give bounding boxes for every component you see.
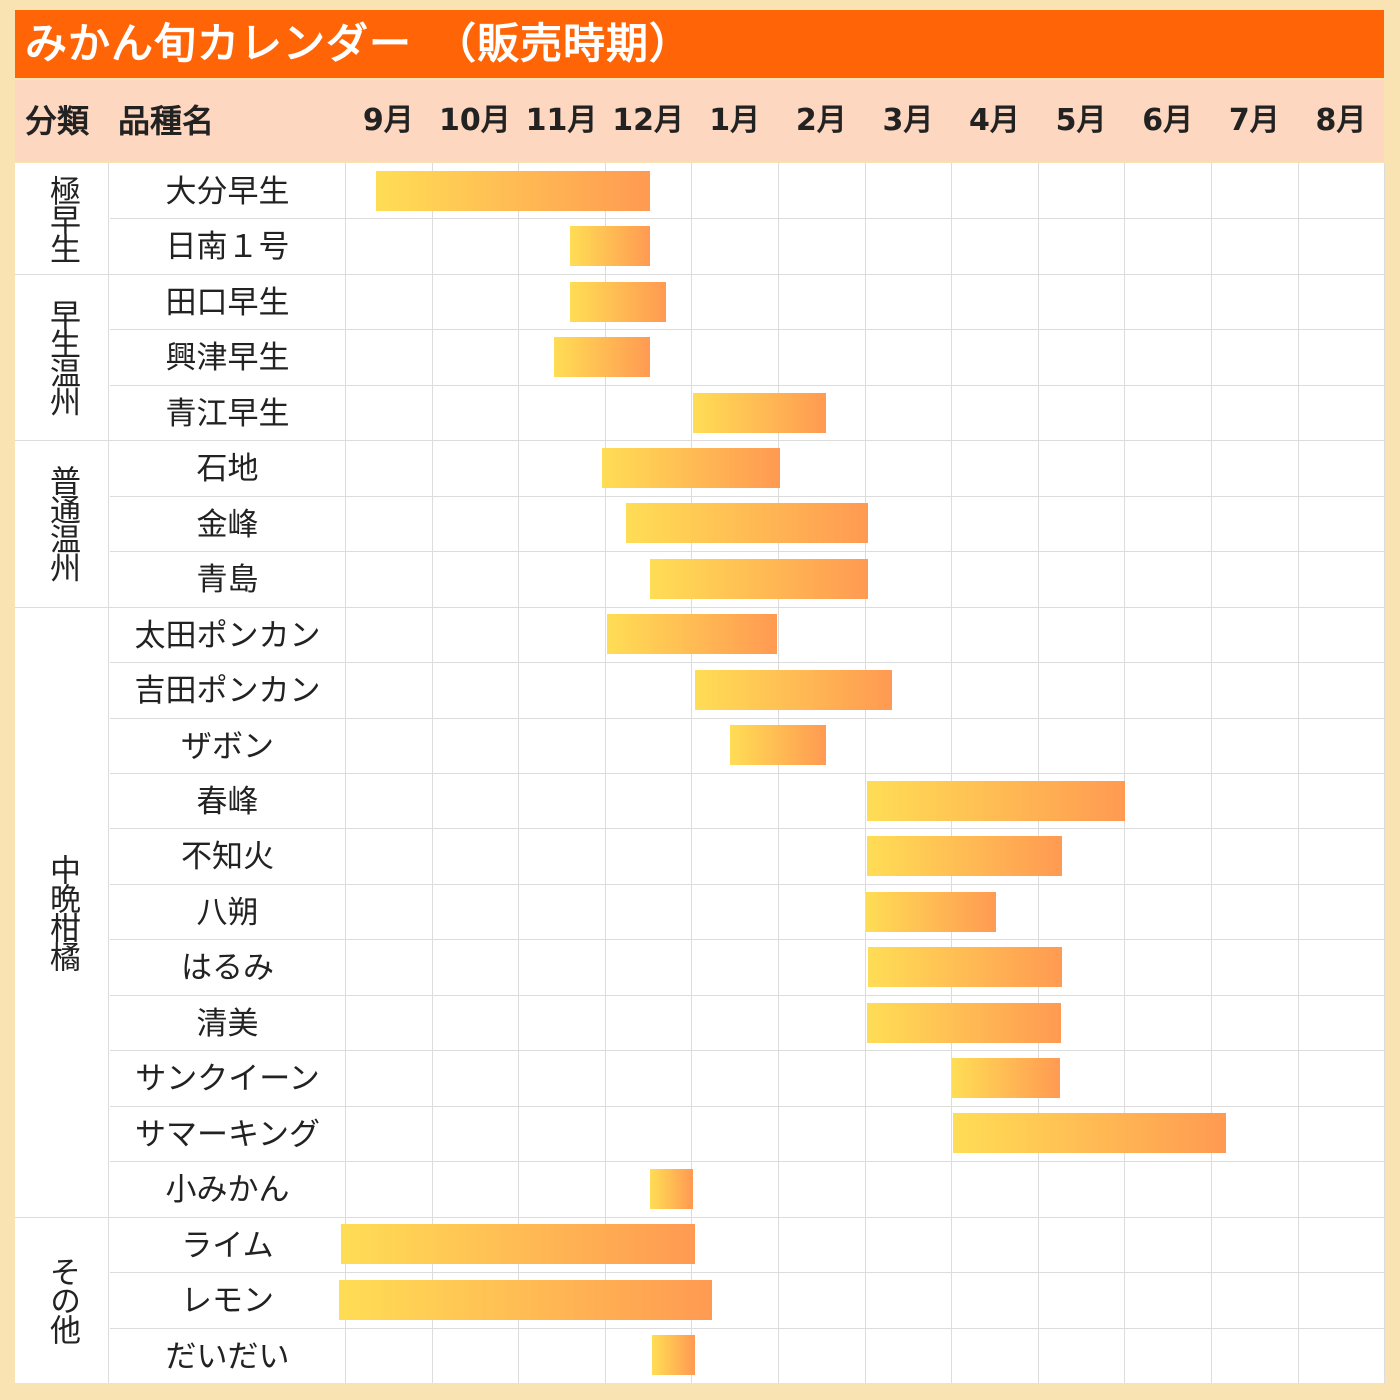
- category-label: 極早生: [15, 163, 108, 274]
- row-divider: [15, 606, 1384, 608]
- row-divider: [110, 1050, 1384, 1052]
- row-divider: [110, 495, 1384, 497]
- month-label: 7月: [1228, 103, 1280, 138]
- season-bar: [730, 725, 826, 766]
- variety-name: 興津早生: [165, 340, 290, 377]
- variety-name: 大分早生: [165, 174, 290, 210]
- row-divider: [110, 1105, 1384, 1107]
- row-divider: [110, 828, 1384, 830]
- variety-name: ザボン: [181, 728, 274, 765]
- grid-line: [108, 163, 109, 1383]
- category-text: 極早生: [44, 174, 80, 262]
- row-divider: [110, 1327, 1384, 1329]
- variety-name: レモン: [181, 1283, 274, 1320]
- page-title: みかん旬カレンダー （販売時期）: [15, 10, 1384, 78]
- variety-name: 太田ポンカン: [134, 617, 321, 654]
- row-divider: [110, 939, 1384, 941]
- category-text: その他: [44, 1256, 80, 1344]
- season-bar: [649, 1168, 694, 1209]
- season-bar: [652, 1335, 695, 1376]
- season-bar: [693, 392, 826, 433]
- row-divider: [15, 440, 1384, 442]
- month-label: 9月: [362, 103, 414, 138]
- row-divider: [110, 384, 1384, 386]
- row-divider: [110, 994, 1384, 996]
- category-text: 中晩柑橘: [44, 853, 80, 970]
- row-divider: [110, 773, 1384, 774]
- season-bar: [376, 170, 650, 211]
- variety-name: だいだい: [165, 1338, 290, 1375]
- grid-line: [1384, 163, 1386, 1383]
- variety-name: ライム: [181, 1227, 274, 1264]
- row-divider: [110, 218, 1384, 220]
- month-label: 2月: [795, 103, 847, 138]
- category-label: その他: [15, 1217, 108, 1383]
- season-bar: [694, 669, 893, 710]
- category-label: 早生温州: [15, 274, 108, 440]
- header-row: 分類 品種名 9月 10月 11月 12月 1月 2月 3月 4月 5月 6月 7月 8月: [15, 80, 1384, 162]
- season-bar: [602, 448, 780, 488]
- variety-name: 春峰: [196, 784, 259, 820]
- variety-name: 清美: [196, 1005, 259, 1042]
- variety-name: 小みかん: [165, 1172, 290, 1209]
- variety-name: 青江早生: [165, 395, 290, 432]
- season-bar: [952, 1058, 1061, 1098]
- season-bar: [340, 1224, 695, 1265]
- variety-name: はるみ: [181, 950, 274, 987]
- row-divider: [15, 273, 1384, 275]
- season-bar: [607, 614, 778, 655]
- season-bar: [625, 503, 869, 544]
- month-label: 6月: [1142, 103, 1194, 138]
- header-category: 分類: [25, 102, 90, 140]
- month-label: 8月: [1315, 103, 1367, 138]
- calendar-grid: 極早生早生温州普通温州中晩柑橘その他 大分早生日南１号田口早生興津早生青江早生石地…: [15, 163, 1386, 1383]
- variety-name: 石地: [196, 451, 259, 488]
- variety-name: 日南１号: [165, 229, 290, 266]
- row-divider: [110, 1272, 1384, 1274]
- variety-name: 田口早生: [165, 284, 290, 321]
- month-label: 11月: [525, 103, 598, 138]
- variety-name: 青島: [196, 562, 259, 599]
- month-label: 12月: [612, 103, 684, 138]
- category-label: 中晩柑橘: [15, 607, 108, 1217]
- season-bar: [867, 1002, 1062, 1043]
- month-label: 3月: [882, 103, 934, 138]
- row-divider: [110, 551, 1384, 553]
- season-bar: [553, 337, 650, 378]
- month-label: 10月: [439, 103, 511, 138]
- category-text: 普通温州: [44, 465, 80, 582]
- season-bar: [570, 226, 650, 267]
- season-bar: [867, 836, 1063, 877]
- row-divider: [110, 883, 1384, 885]
- season-bar: [649, 558, 869, 599]
- row-divider: [110, 329, 1384, 331]
- header-variety: 品種名: [118, 102, 215, 140]
- row-divider: [110, 662, 1384, 664]
- season-bar: [867, 780, 1126, 821]
- variety-name: 金峰: [196, 506, 259, 543]
- variety-name: サマーキング: [134, 1116, 321, 1153]
- variety-name: 吉田ポンカン: [134, 673, 321, 710]
- month-label: 5月: [1055, 103, 1107, 138]
- season-bar: [338, 1279, 713, 1320]
- category-label: 普通温州: [15, 440, 108, 606]
- variety-name: サンクイーン: [135, 1061, 320, 1098]
- season-bar: [866, 891, 997, 932]
- season-bar: [868, 947, 1063, 988]
- season-bar: [952, 1113, 1226, 1154]
- row-divider: [110, 717, 1384, 719]
- row-divider: [15, 1216, 1384, 1218]
- variety-name: 八朔: [196, 894, 259, 931]
- variety-name: 不知火: [181, 839, 274, 876]
- season-bar: [570, 281, 667, 322]
- row-divider: [110, 1161, 1384, 1163]
- month-label: 1月: [709, 103, 761, 138]
- category-text: 早生温州: [44, 299, 80, 416]
- month-label: 4月: [969, 103, 1020, 138]
